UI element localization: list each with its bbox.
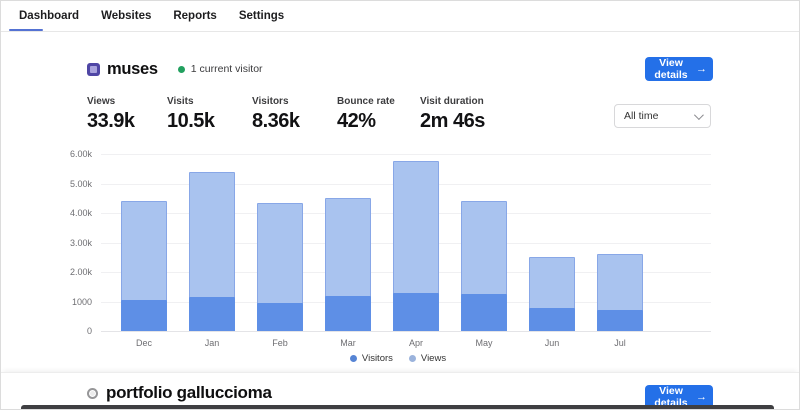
tab-websites[interactable]: Websites xyxy=(101,10,152,22)
y-tick-label: 0 xyxy=(86,326,92,336)
visitors-bar xyxy=(393,292,439,331)
x-tick-label: Jan xyxy=(204,338,220,348)
x-tick-label: Apr xyxy=(408,338,423,348)
y-tick-label: 4.00k xyxy=(69,208,92,218)
top-nav: Dashboard Websites Reports Settings xyxy=(1,1,799,32)
visitors-bar xyxy=(121,300,167,331)
site-favicon-portfolio-icon xyxy=(87,387,98,399)
visitors-bar xyxy=(529,308,575,331)
visitors-bar xyxy=(325,295,371,331)
bar-group-mar[interactable] xyxy=(325,154,371,331)
visitors-bar xyxy=(257,302,303,331)
time-range-selected: All time xyxy=(624,110,659,122)
arrow-right-icon: → xyxy=(696,63,707,75)
visitors-bar xyxy=(189,297,235,331)
x-tick-label: May xyxy=(475,338,493,348)
live-visitor-status: 1 current visitor xyxy=(177,63,263,75)
gridline xyxy=(101,154,711,155)
stat-value: 42% xyxy=(337,110,376,132)
site-favicon-muses-icon xyxy=(87,62,100,76)
y-tick-label: 1000 xyxy=(71,296,92,307)
site-title-portfolio[interactable]: portfolio galluccioma xyxy=(106,383,272,402)
stat-label: Visit duration xyxy=(420,96,484,107)
legend-dot-icon xyxy=(349,355,357,362)
chart-legend: Visitors Views xyxy=(1,353,795,364)
y-tick-label: 2.00k xyxy=(69,267,92,277)
stat-visits: Visits 10.5k xyxy=(167,96,215,133)
bar-group-jul[interactable] xyxy=(597,154,643,331)
stat-visitors: Visitors 8.36k xyxy=(252,96,300,133)
y-tick-label: 3.00k xyxy=(69,237,92,248)
legend-label: Visitors xyxy=(361,353,393,364)
bottom-dark-strip xyxy=(21,405,774,409)
view-details-label: View details xyxy=(654,57,688,81)
legend-dot-icon xyxy=(408,355,416,362)
stat-label: Visitors xyxy=(252,96,289,107)
gridline xyxy=(101,331,711,332)
stat-value: 8.36k xyxy=(252,110,300,132)
x-tick-label: Jun xyxy=(544,338,560,348)
stat-value: 10.5k xyxy=(167,110,215,132)
chart-plot xyxy=(101,154,711,332)
stat-label: Bounce rate xyxy=(337,96,395,107)
stat-views: Views 33.9k xyxy=(87,96,135,133)
bar-group-feb[interactable] xyxy=(257,154,303,331)
live-visitor-text: 1 current visitor xyxy=(190,63,263,75)
x-tick-label: Mar xyxy=(340,338,356,348)
stat-value: 33.9k xyxy=(87,110,135,132)
stat-label: Visits xyxy=(167,96,194,107)
view-details-button-muses[interactable]: View details → xyxy=(645,57,713,81)
legend-label: Views xyxy=(420,353,447,364)
site-header-portfolio: portfolio galluccioma xyxy=(87,380,272,406)
tab-dashboard[interactable]: Dashboard xyxy=(8,1,79,31)
x-tick-label: Feb xyxy=(272,338,288,348)
bar-group-jan[interactable] xyxy=(189,154,235,331)
x-tick-label: Dec xyxy=(135,338,152,348)
bar-group-jun[interactable] xyxy=(529,154,575,331)
site-header-muses: muses 1 current visitor xyxy=(87,56,263,82)
y-tick-label: 5.00k xyxy=(69,178,92,189)
visitors-bar xyxy=(461,294,507,331)
y-tick-label: 6.00k xyxy=(69,149,92,159)
stat-bounce-rate: Bounce rate 42% xyxy=(337,96,395,133)
visitors-bar xyxy=(597,310,643,331)
arrow-right-icon: → xyxy=(696,391,707,403)
bar-group-dec[interactable] xyxy=(121,154,167,331)
tab-reports[interactable]: Reports xyxy=(173,10,217,22)
live-dot-icon xyxy=(177,65,185,73)
site-title-muses[interactable]: muses xyxy=(107,59,158,78)
x-tick-label: Jul xyxy=(614,338,626,348)
bar-group-apr[interactable] xyxy=(393,154,439,331)
tab-settings[interactable]: Settings xyxy=(238,10,285,22)
stat-label: Views xyxy=(87,96,116,107)
stat-value: 2m 46s xyxy=(420,110,485,132)
legend-item-visitors[interactable]: Visitors xyxy=(349,353,393,364)
bar-group-may[interactable] xyxy=(461,154,507,331)
chevron-down-icon xyxy=(693,109,704,120)
time-range-dropdown[interactable]: All time xyxy=(614,104,711,128)
legend-item-views[interactable]: Views xyxy=(408,353,447,364)
stat-visit-duration: Visit duration 2m 46s xyxy=(420,96,485,133)
